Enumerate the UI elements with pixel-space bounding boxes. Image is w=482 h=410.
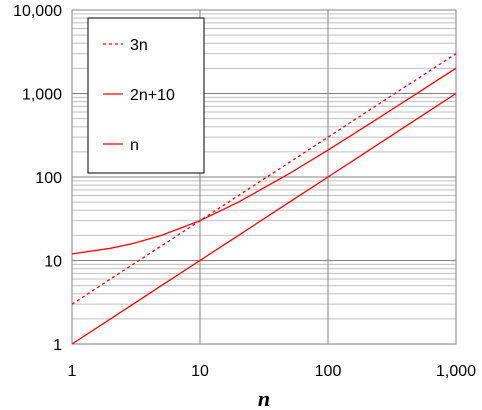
x-tick-label: 1,000 [436, 363, 476, 380]
y-tick-label: 1,000 [22, 87, 62, 104]
y-axis-tick-labels: 1 10 100 1,000 10,000 [13, 3, 62, 354]
y-tick-label: 100 [35, 170, 62, 187]
legend: 3n 2n+10 n [87, 17, 205, 174]
legend-label: 3n [130, 37, 148, 54]
x-tick-label: 100 [315, 363, 342, 380]
plot-area-border [71, 9, 457, 345]
grid [72, 10, 456, 344]
legend-box [87, 17, 205, 174]
y-tick-label: 10 [44, 254, 62, 271]
legend-label: 2n+10 [130, 87, 175, 104]
legend-label: n [130, 137, 139, 154]
x-axis-tick-labels: 1 10 100 1,000 [68, 363, 477, 380]
series-line-2 [71, 67, 457, 255]
x-tick-label: 1 [68, 363, 77, 380]
series-line-3 [71, 92, 457, 345]
y-tick-label: 1 [53, 337, 62, 354]
x-axis-title: n [258, 386, 270, 410]
series-line-1 [71, 53, 457, 305]
x-tick-label: 10 [191, 363, 209, 380]
y-tick-label: 10,000 [13, 3, 62, 20]
series-layer [71, 53, 457, 345]
